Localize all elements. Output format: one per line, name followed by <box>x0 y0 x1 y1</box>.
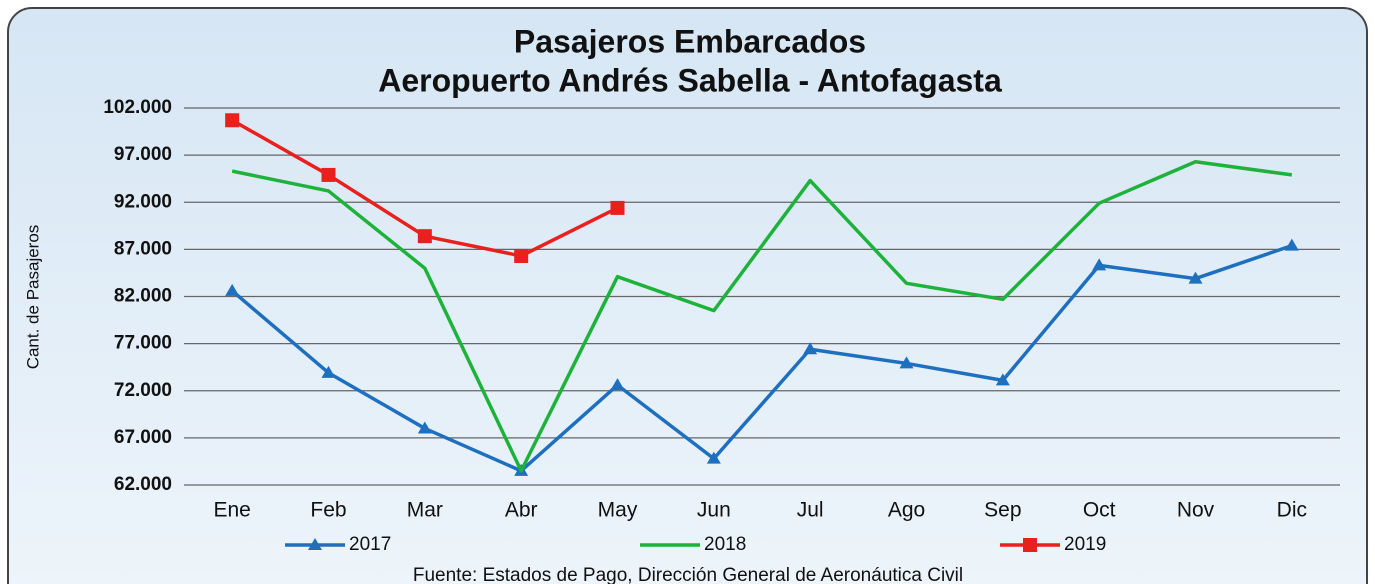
y-tick-label: 102.000 <box>103 97 172 118</box>
point-marker <box>1023 538 1037 552</box>
point-marker <box>514 248 529 263</box>
x-tick-label: Jun <box>697 499 731 522</box>
point-marker <box>1284 238 1299 251</box>
y-tick-label: 87.000 <box>114 238 172 259</box>
y-axis-label: Cant. de Pasajeros <box>23 225 42 370</box>
point-marker <box>225 113 240 128</box>
point-marker <box>995 373 1010 386</box>
y-tick-label: 77.000 <box>114 333 172 354</box>
point-marker <box>308 538 322 550</box>
legend-label: 2018 <box>704 534 746 555</box>
series-line <box>231 243 1293 473</box>
point-marker <box>706 451 721 464</box>
point-marker <box>803 342 818 355</box>
y-tick-label: 92.000 <box>114 191 172 212</box>
point-marker <box>417 421 432 434</box>
chart-title: Pasajeros Embarcados <box>514 23 866 59</box>
y-tick-label: 67.000 <box>114 427 172 448</box>
point-marker <box>1092 258 1107 271</box>
x-tick-label: Mar <box>407 499 443 522</box>
x-tick-label: Abr <box>505 499 538 522</box>
y-tick-label: 82.000 <box>114 286 172 307</box>
y-tick-label: 72.000 <box>114 380 172 401</box>
point-marker <box>225 283 240 296</box>
x-tick-label: Feb <box>310 499 346 522</box>
legend-label: 2017 <box>349 534 391 555</box>
chart-subtitle: Aeropuerto Andrés Sabella - Antofagasta <box>378 62 1002 98</box>
point-marker <box>1188 271 1203 284</box>
x-tick-label: Nov <box>1177 499 1215 522</box>
x-tick-label: Dic <box>1277 499 1307 522</box>
point-marker <box>610 378 625 391</box>
source-note: Fuente: Estados de Pago, Dirección Gener… <box>413 565 963 584</box>
y-tick-label: 97.000 <box>114 144 172 165</box>
x-tick-label: May <box>598 499 638 522</box>
x-tick-label: Sep <box>984 499 1021 522</box>
legend-label: 2019 <box>1064 534 1106 555</box>
x-tick-label: Oct <box>1083 499 1116 522</box>
point-marker <box>899 356 914 369</box>
x-tick-label: Jul <box>797 499 824 522</box>
point-marker <box>321 365 336 378</box>
x-tick-label: Ago <box>888 499 925 522</box>
point-marker <box>417 229 432 244</box>
x-tick-label: Ene <box>213 499 250 522</box>
y-tick-label: 62.000 <box>114 474 172 495</box>
point-marker <box>610 200 625 215</box>
point-marker <box>321 167 336 182</box>
series-line <box>231 159 1293 473</box>
